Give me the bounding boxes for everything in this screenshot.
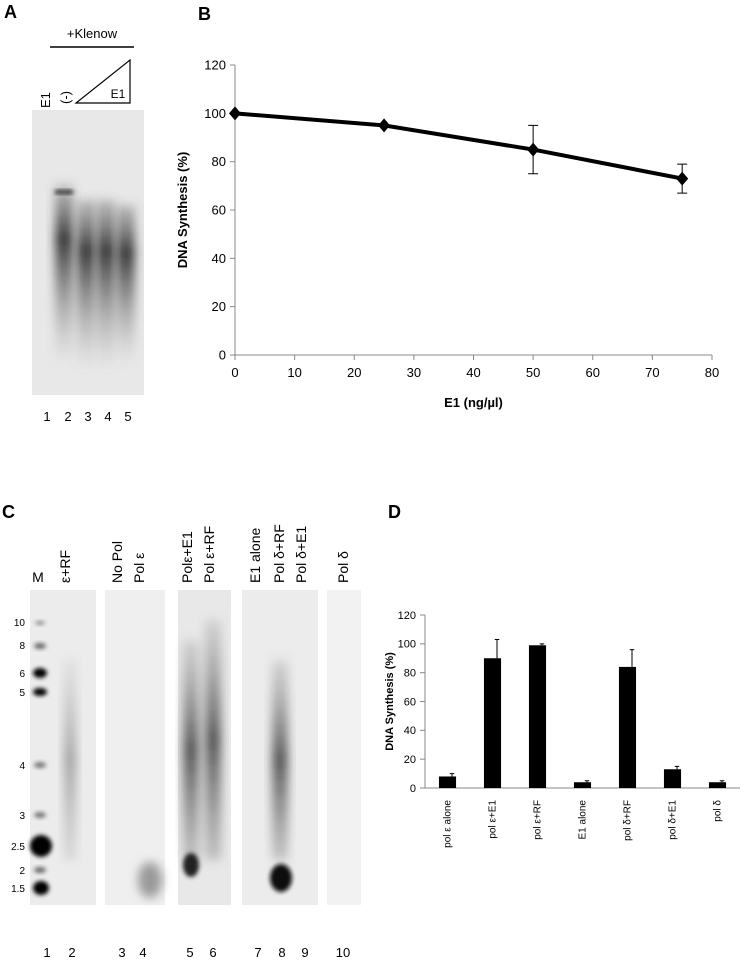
- y-axis-title: DNA Synthesis (%): [175, 152, 190, 269]
- y-tick-label: 120: [398, 610, 416, 622]
- gel: [30, 590, 361, 905]
- y-tick-label: 20: [404, 754, 416, 766]
- error-bar: [539, 643, 545, 646]
- lane-label: M: [32, 569, 44, 585]
- y-tick-label: 100: [204, 106, 226, 121]
- bar: [438, 776, 457, 788]
- x-axis-title: E1 (ng/µl): [444, 395, 503, 410]
- lane-number: 1: [43, 409, 50, 424]
- error-bar: [584, 780, 590, 783]
- lane-label: No Pol: [109, 541, 125, 583]
- lane-label: (-): [58, 91, 73, 104]
- y-tick-label: 0: [219, 348, 226, 363]
- lane-number: 7: [254, 945, 261, 960]
- gradient-triangle: [74, 58, 131, 104]
- marker: [229, 106, 241, 121]
- bar: [573, 782, 592, 788]
- marker: [527, 142, 540, 157]
- lane-number: 8: [278, 945, 285, 960]
- lane-label: E1 alone: [247, 528, 263, 583]
- y-tick-label: 80: [212, 154, 226, 169]
- size-marker: 5: [19, 688, 25, 699]
- size-marker: 4: [19, 761, 25, 772]
- bar: [663, 769, 682, 788]
- lane-label: Pol ε: [131, 553, 147, 583]
- lane-label: Pol δ+RF: [271, 524, 287, 583]
- x-tick-label: 60: [586, 365, 600, 380]
- bar: [708, 782, 727, 788]
- size-marker: 3: [19, 811, 25, 822]
- lane-label: Pol ε+RF: [201, 526, 217, 583]
- error-bar: [494, 639, 500, 659]
- marker: [676, 171, 689, 186]
- x-tick-label: 70: [645, 365, 659, 380]
- marker: [378, 118, 391, 133]
- x-tick-label: 0: [231, 365, 238, 380]
- y-tick-label: 60: [212, 203, 226, 218]
- error-bar: [719, 780, 725, 783]
- x-tick-label: 10: [287, 365, 301, 380]
- x-tick-label: pol δ: [713, 800, 724, 822]
- lane-label: Pol δ: [335, 551, 351, 583]
- lane-number: 2: [68, 945, 75, 960]
- x-tick-label: pol δ+E1: [668, 800, 679, 840]
- lane-number: 1: [43, 945, 50, 960]
- lane-label: Polε+E1: [179, 531, 195, 583]
- lane-label: Pol δ+E1: [293, 526, 309, 583]
- error-bar: [449, 773, 455, 777]
- size-marker: 2.5: [11, 842, 25, 853]
- error-bar: [674, 765, 680, 770]
- x-tick-label: pol δ+RF: [623, 800, 634, 841]
- y-tick-label: 60: [404, 696, 416, 708]
- lane-number: 9: [301, 945, 308, 960]
- x-tick-label: 50: [526, 365, 540, 380]
- x-tick-label: pol ε alone: [443, 800, 454, 848]
- panel-label: C: [2, 502, 15, 522]
- x-tick-label: pol ε+RF: [533, 800, 544, 840]
- y-tick-label: 100: [398, 639, 416, 651]
- lane-number: 4: [104, 409, 111, 424]
- y-tick-label: 120: [204, 58, 226, 73]
- lane-number: 3: [84, 409, 91, 424]
- line: [234, 111, 683, 181]
- panel-label: A: [4, 2, 17, 22]
- lane-label: ε+RF: [57, 550, 73, 583]
- lane-number: 3: [118, 945, 125, 960]
- size-marker: 8: [19, 641, 25, 652]
- x-tick-label: pol ε+E1: [488, 800, 499, 839]
- lane-number: 4: [139, 945, 146, 960]
- lane-number: 10: [336, 945, 350, 960]
- x-tick-label: 30: [407, 365, 421, 380]
- size-marker: 10: [14, 618, 26, 629]
- x-tick-label: E1 alone: [578, 800, 589, 840]
- y-tick-label: 20: [212, 299, 226, 314]
- gel: [32, 110, 144, 395]
- lane-number: 2: [64, 409, 71, 424]
- y-tick-label: 0: [410, 783, 416, 795]
- y-tick-label: 40: [212, 251, 226, 266]
- error-bar: [629, 649, 635, 667]
- lane-number: 5: [124, 409, 131, 424]
- x-tick-label: 20: [347, 365, 361, 380]
- lane-label: E1: [38, 92, 53, 108]
- y-tick-label: 80: [404, 668, 416, 680]
- triangle-label: E1: [111, 87, 126, 101]
- x-tick-label: 80: [705, 365, 719, 380]
- bar: [618, 666, 637, 788]
- lane-number: 5: [186, 945, 193, 960]
- size-marker: 2: [19, 866, 25, 877]
- panel-label: B: [198, 4, 211, 24]
- bar: [528, 645, 547, 788]
- x-tick-label: 40: [466, 365, 480, 380]
- size-marker: 1.5: [11, 884, 25, 895]
- panel-label: D: [388, 502, 401, 522]
- y-axis-title: DNA Synthesis (%): [384, 652, 396, 751]
- gel-header: +Klenow: [67, 26, 118, 41]
- lane-number: 6: [209, 945, 216, 960]
- bar: [483, 658, 502, 788]
- size-marker: 6: [19, 669, 25, 680]
- y-tick-label: 40: [404, 725, 416, 737]
